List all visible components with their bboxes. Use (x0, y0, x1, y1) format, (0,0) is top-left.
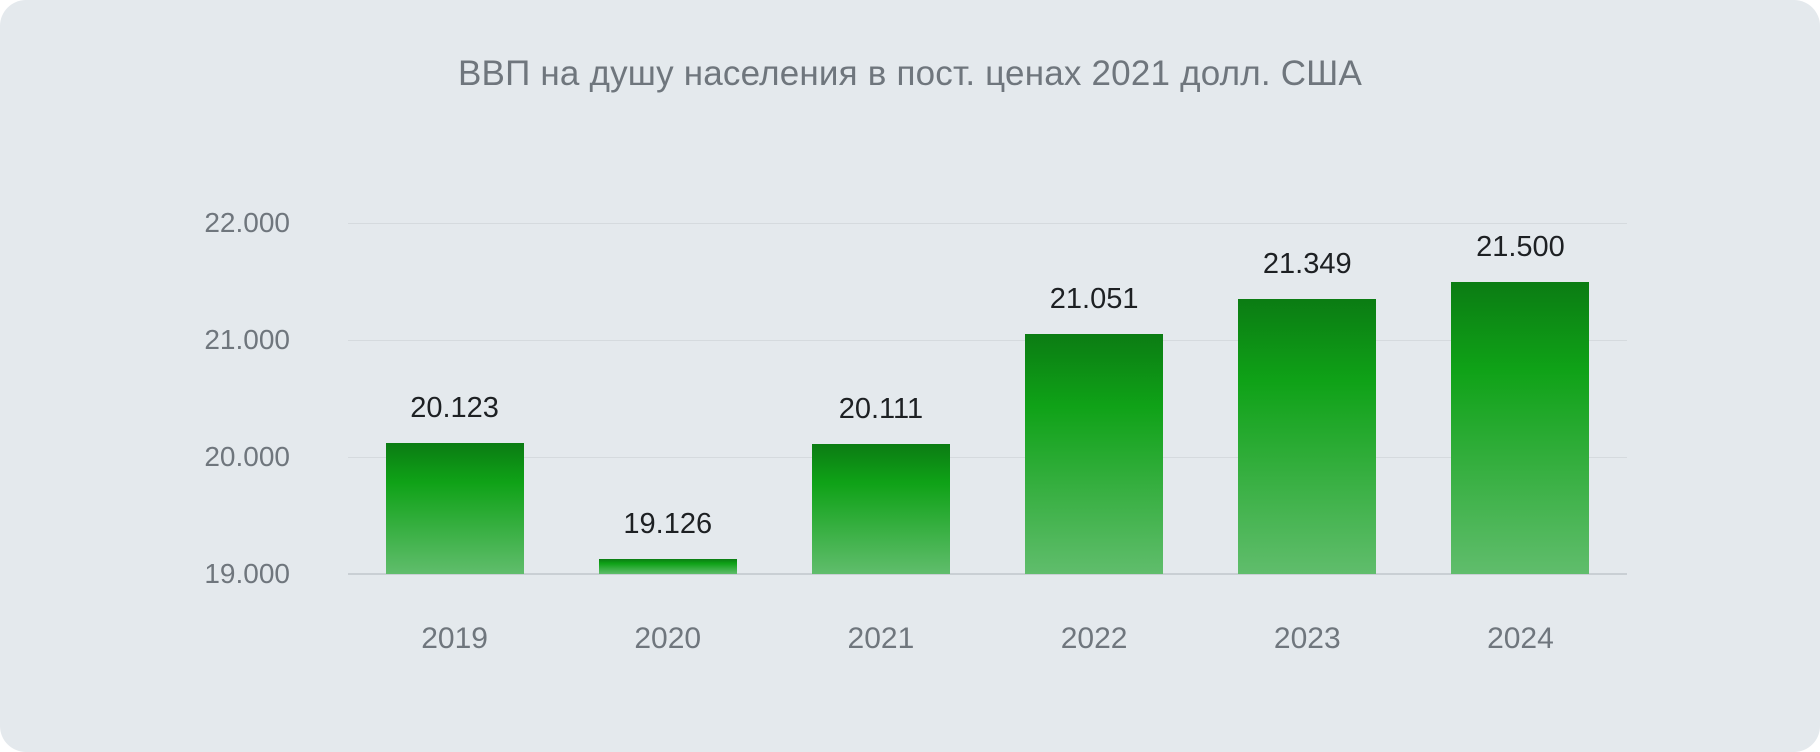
gridline-20.000 (348, 457, 1627, 458)
bar-slot-2024: 21.500 (1414, 223, 1627, 574)
bar-2022 (1025, 334, 1164, 574)
gridline-19.000 (348, 573, 1627, 575)
bar-value-label-2022: 21.051 (1049, 283, 1139, 315)
bar-value-label-2020: 19.126 (623, 508, 713, 541)
plot-area: 20.123 19.126 20.111 21.051 21.349 21.500 (348, 223, 1627, 575)
bar-slot-2019: 20.123 (348, 223, 561, 574)
y-axis-tick-label: 21.000 (204, 324, 290, 355)
x-axis-tick-label-2024: 2024 (1487, 622, 1554, 655)
x-axis-tick-label-2019: 2019 (421, 622, 488, 655)
bar-value-label-2019: 20.123 (410, 391, 499, 424)
y-axis: 22.000 21.000 20.000 19.000 (0, 207, 290, 589)
bar-value-label-2024: 21.500 (1476, 230, 1565, 263)
bar-value-label-2023: 21.349 (1262, 248, 1352, 281)
y-axis-tick-label: 19.000 (204, 558, 290, 589)
x-axis-tick-label-2020: 2020 (634, 622, 702, 655)
bar-slot-2021: 20.111 (774, 223, 987, 574)
bar-slot-2020: 19.126 (561, 223, 774, 574)
gridline-21.000 (348, 340, 1627, 341)
bar-2023 (1238, 299, 1377, 574)
chart-title: ВВП на душу населения в пост. ценах 2021… (457, 54, 1363, 93)
x-axis-tick-label-2021: 2021 (847, 622, 915, 655)
x-axis-tick-label-2023: 2023 (1273, 622, 1341, 655)
y-axis-tick-label: 22.000 (204, 207, 290, 238)
bar-2024 (1451, 281, 1590, 574)
x-axis-tick-label-2022: 2022 (1060, 622, 1128, 655)
bar-2021 (811, 444, 950, 574)
bar-value-label-2021: 20.111 (838, 393, 924, 425)
bar-2019 (385, 442, 524, 574)
gridline-22.000 (348, 223, 1627, 224)
bar-slot-2022: 21.051 (988, 223, 1201, 574)
y-axis-tick-label: 20.000 (204, 441, 290, 472)
bar-slot-2023: 21.349 (1201, 223, 1414, 574)
x-axis: 2019 2020 2021 2022 2023 2024 (348, 621, 1627, 657)
bar-2020 (598, 559, 737, 574)
bars-layer: 20.123 19.126 20.111 21.051 21.349 21.500 (348, 223, 1627, 574)
